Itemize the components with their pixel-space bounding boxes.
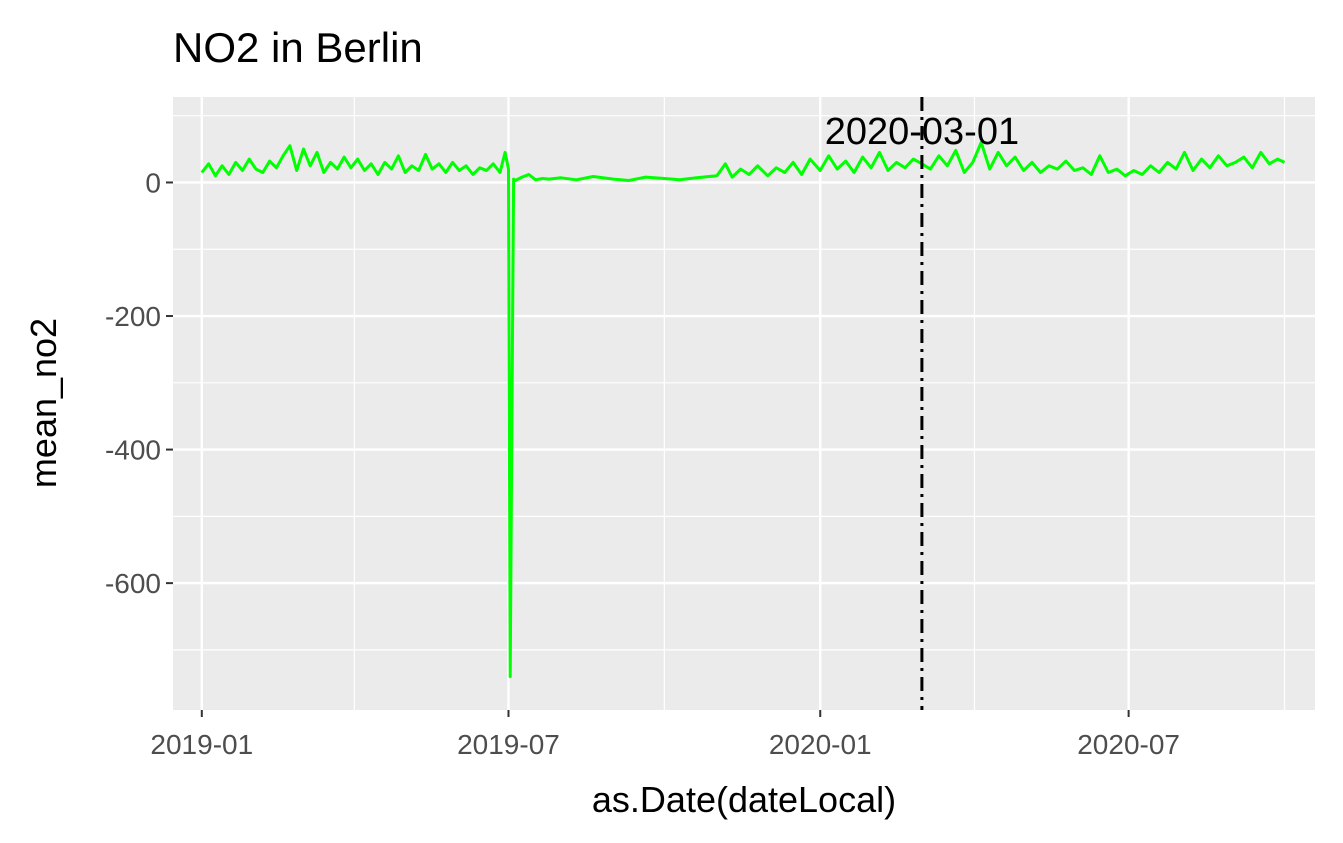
x-tick-label: 2019-01	[150, 729, 253, 760]
x-tick-label: 2020-01	[769, 729, 872, 760]
y-axis: 0 -200 -400 -600	[105, 167, 173, 599]
plot-panel	[173, 97, 1315, 710]
x-axis: 2019-01 2019-07 2020-01 2020-07	[150, 710, 1180, 760]
y-tick-label: -600	[105, 568, 161, 599]
y-tick-label: 0	[145, 167, 161, 198]
reference-line-layer: 2020-03-01	[825, 97, 1019, 710]
y-axis-title: mean_no2	[23, 318, 64, 488]
chart-title: NO2 in Berlin	[173, 24, 423, 71]
reference-vline-label: 2020-03-01	[825, 111, 1019, 153]
major-gridlines	[173, 97, 1315, 710]
y-tick-label: -400	[105, 435, 161, 466]
series-line	[200, 140, 1286, 679]
minor-gridlines	[173, 97, 1315, 710]
x-tick-label: 2019-07	[457, 729, 560, 760]
y-tick-label: -200	[105, 301, 161, 332]
x-tick-label: 2020-07	[1077, 729, 1180, 760]
series-layer	[200, 140, 1286, 679]
x-axis-title: as.Date(dateLocal)	[592, 779, 896, 820]
